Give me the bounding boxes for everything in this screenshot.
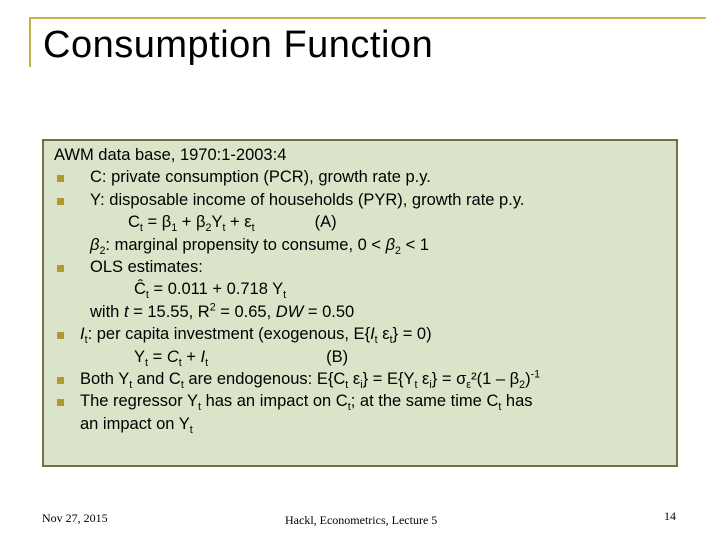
bullet-icon [57, 264, 64, 272]
bullet-icon [57, 197, 64, 205]
ols-stats: with t = 15.55, R2 = 0.65, DW = 0.50 [90, 301, 355, 321]
bullet-consumption: C: private consumption (PCR), growth rat… [54, 166, 672, 188]
bullet-ols: OLS estimates: [54, 256, 672, 278]
bullet-endogenous: Both Yt and Ct are endogenous: E{Ct εi} … [54, 368, 672, 390]
bullet-investment: It: per capita investment (exogenous, E{… [54, 323, 672, 345]
content-panel: AWM data base, 1970:1-2003:4 C: private … [42, 139, 678, 467]
bullet-icon [57, 332, 64, 340]
bullet-icon [57, 399, 64, 407]
equation-b-label: (B) [326, 347, 349, 366]
slide-title: Consumption Function [43, 24, 434, 66]
equation-b: Yt = Ct + It (B) [134, 347, 349, 369]
bullet-regressor: The regressor Yt has an impact on Ct; at… [54, 390, 672, 412]
ols-equation: Ĉt = 0.011 + 0.718 Yt [134, 280, 287, 302]
title-rule-left [29, 17, 31, 67]
bullet-icon [57, 175, 64, 183]
page-number: 14 [664, 509, 676, 523]
bullet-income: Y: disposable income of households (PYR)… [54, 189, 672, 211]
equation-a: Ct = β1 + β2Yt + εt (A) [128, 213, 337, 234]
content-body: AWM data base, 1970:1-2003:4 C: private … [54, 144, 672, 435]
mpc-line: β2: marginal propensity to consume, 0 < … [90, 235, 429, 257]
equation-a-label: (A) [314, 213, 337, 232]
bullet-regressor-cont: an impact on Yt [80, 414, 193, 436]
footer-course: Hackl, Econometrics, Lecture 5 [285, 513, 438, 527]
intro-line: AWM data base, 1970:1-2003:4 [54, 146, 287, 164]
footer-date: Nov 27, 2015 [42, 511, 108, 525]
title-rule-top [29, 17, 706, 19]
bullet-icon [57, 376, 64, 384]
